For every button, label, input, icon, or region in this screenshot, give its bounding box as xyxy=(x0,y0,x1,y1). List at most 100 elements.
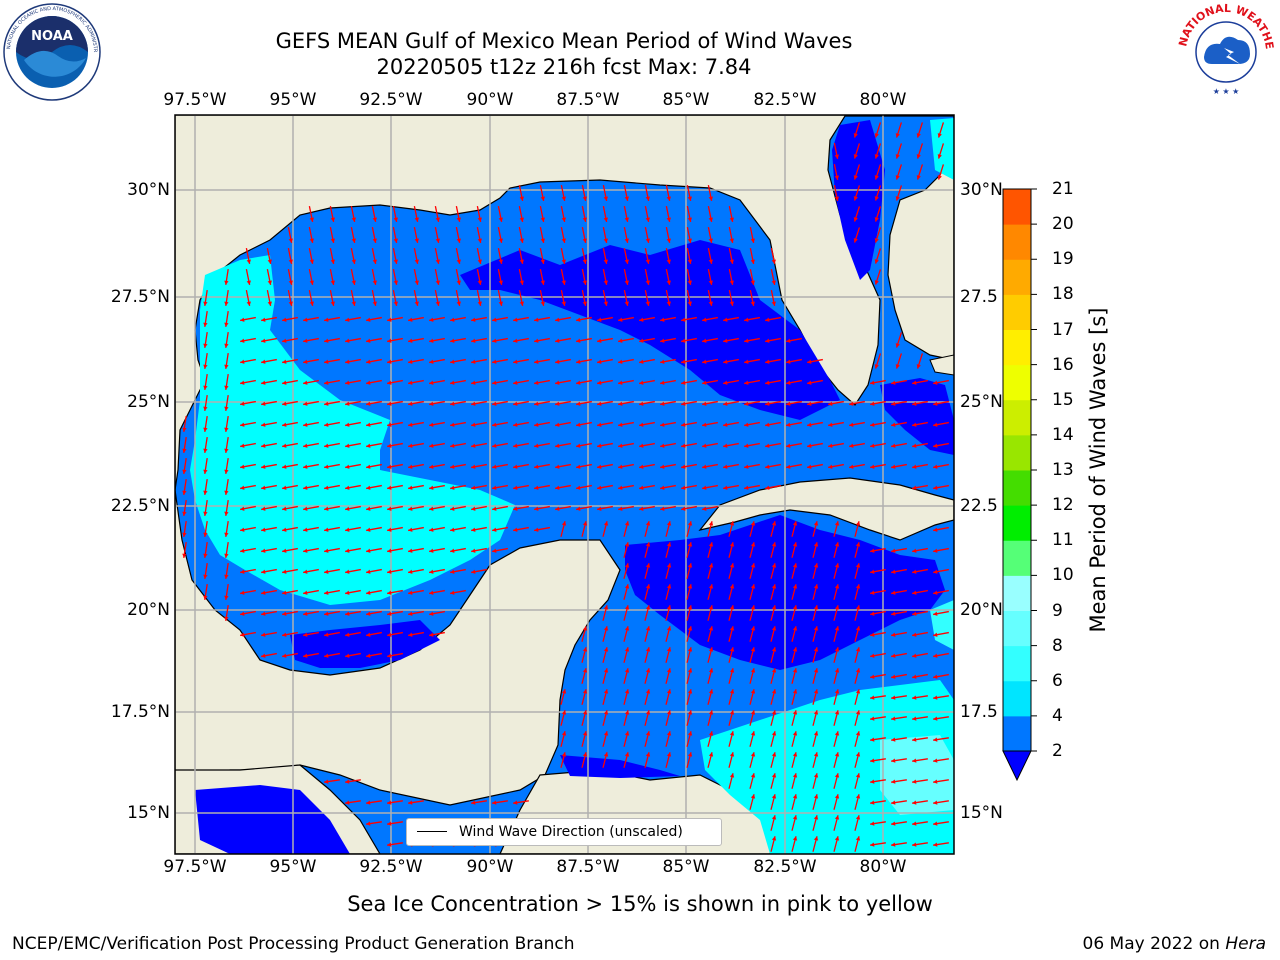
wind-wave-arrow xyxy=(744,400,760,406)
wind-wave-arrow xyxy=(450,337,466,343)
wind-wave-arrow xyxy=(602,206,608,222)
wind-wave-arrow xyxy=(345,316,361,322)
wind-wave-arrow xyxy=(303,547,319,553)
wind-wave-arrow xyxy=(408,631,424,637)
wind-wave-arrow xyxy=(476,290,482,306)
wind-wave-arrow xyxy=(833,647,840,663)
wind-wave-arrow xyxy=(849,421,865,427)
wind-wave-arrow xyxy=(933,716,949,721)
wind-wave-arrow xyxy=(665,185,671,201)
wind-wave-arrow xyxy=(324,316,340,322)
wind-wave-arrow xyxy=(224,563,229,579)
wind-wave-arrow xyxy=(534,358,550,364)
wind-wave-arrow xyxy=(723,442,739,448)
wind-wave-arrow xyxy=(345,505,361,511)
wind-wave-arrow xyxy=(728,563,735,579)
wind-wave-arrow xyxy=(408,568,424,574)
wind-wave-arrow xyxy=(429,337,445,343)
wind-wave-arrow xyxy=(266,290,272,306)
wind-wave-arrow xyxy=(833,668,840,684)
wind-wave-arrow xyxy=(723,337,739,343)
wind-wave-arrow xyxy=(707,668,714,684)
wind-wave-arrow xyxy=(387,821,403,826)
lat-tick-left: 15°N xyxy=(127,803,170,823)
wind-wave-arrow xyxy=(408,484,424,490)
wind-wave-arrow xyxy=(912,779,928,784)
wind-wave-arrow xyxy=(660,505,676,511)
wind-wave-arrow xyxy=(534,463,550,469)
map-title: GEFS MEAN Gulf of Mexico Mean Period of … xyxy=(275,29,853,53)
wind-wave-arrow xyxy=(555,421,571,427)
wind-wave-arrow xyxy=(665,584,672,600)
colorbar-block xyxy=(1003,505,1031,541)
wind-wave-arrow xyxy=(492,379,508,385)
wind-wave-arrow xyxy=(224,353,229,369)
wind-wave-arrow xyxy=(224,500,229,516)
wind-wave-arrow xyxy=(392,269,398,285)
wind-wave-arrow xyxy=(644,752,651,768)
wind-wave-arrow xyxy=(560,185,566,201)
wind-wave-arrow xyxy=(224,521,229,537)
wind-wave-arrow xyxy=(345,610,361,616)
wind-wave-arrow xyxy=(686,563,693,579)
wind-wave-arrow xyxy=(329,290,335,306)
wind-wave-arrow xyxy=(833,836,840,852)
colorbar-tick: 15 xyxy=(1052,389,1074,410)
lon-tick-bottom: 97.5°W xyxy=(163,857,227,877)
wind-wave-arrow xyxy=(870,821,886,826)
wind-wave-arrow xyxy=(303,505,319,511)
wind-wave-arrow xyxy=(686,248,692,264)
wind-wave-arrow xyxy=(707,626,714,642)
colorbar-tick: 20 xyxy=(1052,214,1074,235)
wind-wave-arrow xyxy=(513,379,529,385)
wind-wave-arrow xyxy=(429,589,445,595)
lon-tick-top: 90°W xyxy=(466,90,514,110)
wind-wave-arrow xyxy=(623,605,630,621)
wind-wave-arrow xyxy=(912,610,928,616)
wind-wave-arrow xyxy=(644,563,651,579)
wind-wave-arrow xyxy=(812,584,819,600)
wind-wave-arrow xyxy=(387,337,403,343)
wind-wave-arrow xyxy=(224,416,229,432)
wind-wave-arrow xyxy=(576,484,592,490)
wind-wave-arrow xyxy=(707,521,714,537)
wind-wave-arrow xyxy=(224,332,229,348)
wind-wave-arrow xyxy=(282,358,298,364)
wind-wave-arrow xyxy=(891,421,907,427)
wind-wave-arrow xyxy=(644,584,651,600)
wind-wave-arrow xyxy=(476,206,482,222)
lat-tick-left: 17.5°N xyxy=(110,702,170,722)
wind-wave-arrow xyxy=(874,143,882,159)
wind-wave-arrow xyxy=(182,521,187,537)
wind-wave-arrow xyxy=(770,269,776,285)
wind-wave-arrow xyxy=(345,421,361,427)
wind-wave-arrow xyxy=(576,463,592,469)
wind-wave-arrow xyxy=(912,442,928,448)
wind-wave-arrow xyxy=(345,358,361,364)
wind-wave-arrow xyxy=(492,526,508,532)
wind-wave-arrow xyxy=(597,442,613,448)
wind-wave-arrow xyxy=(686,626,693,642)
wind-wave-arrow xyxy=(518,185,524,201)
wind-wave-arrow xyxy=(665,227,671,243)
wind-wave-arrow xyxy=(366,800,382,805)
wind-wave-arrow xyxy=(450,379,466,385)
wind-wave-arrow xyxy=(681,379,697,385)
wind-wave-arrow xyxy=(345,631,361,637)
wind-wave-arrow xyxy=(392,248,398,264)
wind-wave-arrow xyxy=(681,484,697,490)
wind-wave-arrow xyxy=(366,652,382,658)
wind-wave-arrow xyxy=(644,269,650,285)
wind-wave-arrow xyxy=(854,584,861,600)
wind-wave-arrow xyxy=(933,379,949,385)
wind-wave-arrow xyxy=(870,652,886,658)
lon-tick-top: 97.5°W xyxy=(163,90,227,110)
wind-wave-arrow xyxy=(681,442,697,448)
wind-wave-arrow xyxy=(602,647,609,663)
wind-wave-arrow xyxy=(261,631,277,637)
wind-wave-arrow xyxy=(791,752,798,768)
colorbar-block xyxy=(1003,329,1031,366)
wind-wave-arrow xyxy=(833,794,840,810)
colorbar-tick: 2 xyxy=(1052,741,1063,761)
wind-wave-arrow xyxy=(371,269,377,285)
